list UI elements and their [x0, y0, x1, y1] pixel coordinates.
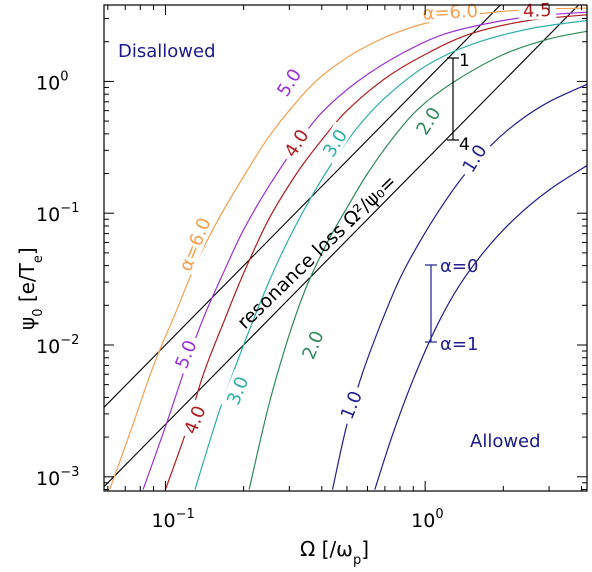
curve-label-0: α=6.0: [420, 0, 480, 25]
region-label-allowed: Allowed: [470, 431, 541, 452]
curve-label-7: α=6.0: [173, 213, 216, 275]
x-axis-label: Ω [/ωp]: [300, 537, 369, 568]
resonance-line-4: [104, 5, 580, 488]
region-label-disallowed: Disallowed: [118, 41, 216, 62]
curve-label-3: 4.0: [277, 121, 315, 164]
svg-text:4.5: 4.5: [522, 0, 552, 22]
plot-frame: [103, 4, 588, 492]
svg-text:ψ0 [e/Te]: ψ0 [e/Te]: [15, 247, 46, 330]
curve-label-10: 3.0: [220, 369, 253, 412]
resonance-annotation: resonance loss Ω²/ψ₀=: [233, 171, 401, 334]
family-legend-bottom: α=1: [440, 334, 478, 355]
curve-label-1: 4.5: [517, 0, 557, 22]
series-line-a4.0-fam0: [164, 14, 587, 490]
resonance-loss-label: resonance loss Ω²/ψ₀=: [233, 171, 401, 334]
resonance-bracket: 1 4: [447, 51, 470, 155]
curve-label-5: 2.0: [409, 99, 447, 142]
series-line-a1.0-fam0: [331, 83, 587, 490]
svg-text:α=6.0: α=6.0: [175, 215, 215, 274]
axis-ticks: 10−1 100 10−3 10−2 10−1 100: [36, 5, 587, 532]
resonance-line-label-1: 1: [459, 51, 470, 71]
series-line-a2.0-fam0: [248, 30, 587, 490]
family-legend-top: α=0: [440, 256, 478, 277]
resonance-line-label-4: 4: [459, 135, 470, 155]
curve-label-2: 5.0: [270, 60, 307, 104]
y-axis-label: ψ0 [e/Te]: [15, 247, 46, 330]
x-tick-label-1: 100: [411, 507, 443, 532]
curve-label-8: 5.0: [168, 332, 202, 376]
series-line-a1.0-fam1: [374, 164, 587, 490]
curve-label-12: 1.0: [334, 383, 367, 426]
resonance-line-1: [104, 5, 502, 408]
curve-label-9: 4.0: [177, 398, 211, 441]
curve-label-11: 2.0: [295, 323, 329, 366]
series-line-a5.0-fam0: [142, 11, 587, 490]
family-legend: α=0 α=1: [425, 256, 478, 355]
resonance-lines: [104, 5, 580, 488]
y-tick-label-0: 10−3: [36, 465, 79, 490]
y-tick-label-3: 100: [36, 69, 68, 94]
svg-text:α=6.0: α=6.0: [422, 1, 479, 25]
y-tick-label-2: 10−1: [36, 201, 79, 226]
x-tick-label-0: 10−1: [151, 507, 194, 532]
y-tick-label-1: 10−2: [36, 333, 79, 358]
